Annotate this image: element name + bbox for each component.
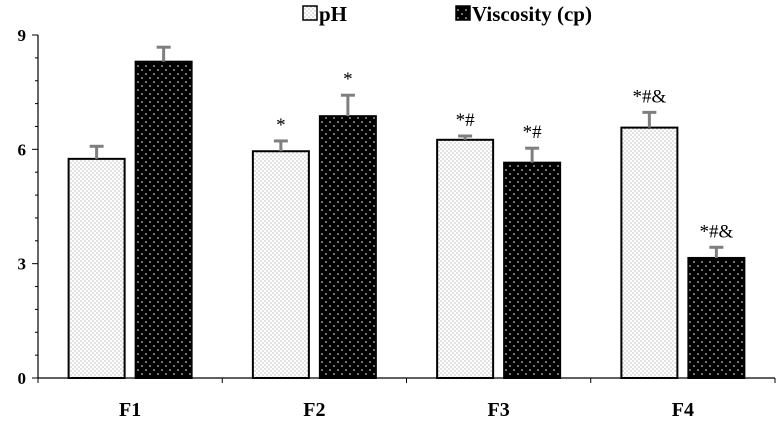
- bar-ph: [251, 150, 310, 379]
- bar-ph: [436, 138, 495, 379]
- y-tick-label: 3: [18, 255, 27, 274]
- y-tick-label: 6: [18, 140, 27, 159]
- bar-ph: [67, 157, 126, 379]
- x-tick-label: F4: [672, 399, 694, 421]
- y-axis: 0 3 6 9: [18, 26, 39, 388]
- bar-viscosity: [687, 256, 746, 380]
- significance-label: *#&: [699, 221, 733, 242]
- bar-viscosity: [318, 115, 377, 379]
- x-tick-label: F1: [119, 399, 141, 421]
- significance-label: *#: [456, 110, 476, 131]
- legend-label-viscosity: Viscosity (cp): [472, 2, 592, 26]
- x-axis: F1 F2 F3 F4: [37, 377, 776, 421]
- legend: pH Viscosity (cp): [302, 2, 592, 26]
- significance-label: *#: [523, 122, 543, 143]
- legend-swatch-viscosity: [455, 5, 471, 21]
- bars-group: * * *# *# *#& *#&: [67, 45, 746, 380]
- significance-label: *#&: [632, 86, 666, 107]
- legend-swatch-ph: [302, 5, 318, 21]
- significance-label: *: [343, 69, 353, 90]
- y-tick-label: 0: [18, 369, 27, 388]
- significance-label: *: [276, 115, 286, 136]
- bar-ph: [620, 126, 679, 379]
- x-tick-label: F3: [488, 399, 510, 421]
- x-tick-label: F2: [303, 399, 325, 421]
- bar-viscosity: [503, 161, 562, 379]
- y-tick-label: 9: [18, 26, 27, 45]
- bar-viscosity: [134, 60, 193, 380]
- legend-label-ph: pH: [319, 2, 347, 26]
